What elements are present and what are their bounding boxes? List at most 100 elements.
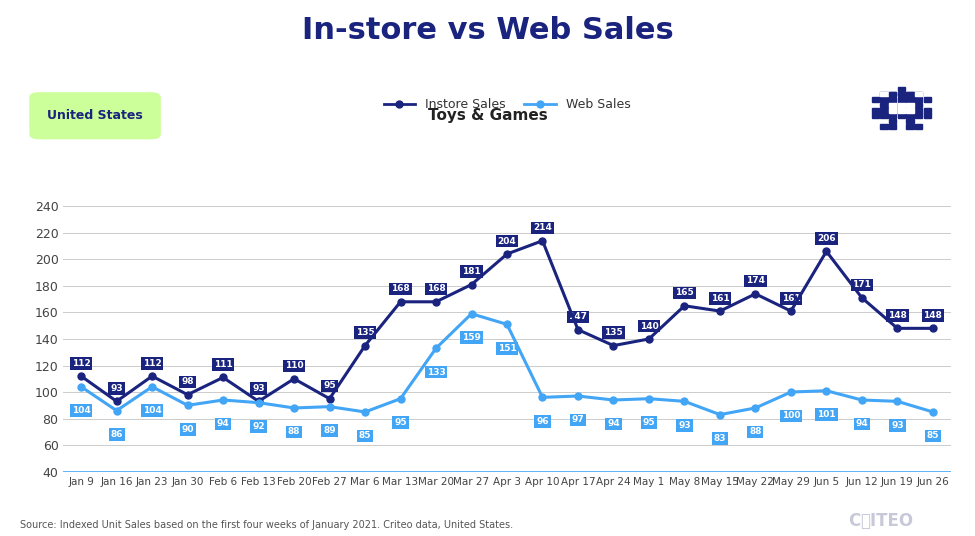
Bar: [915, 114, 922, 118]
Bar: [889, 103, 896, 107]
Bar: [906, 108, 914, 113]
Bar: [923, 108, 931, 113]
Text: 161: 161: [711, 294, 729, 303]
Text: 95: 95: [394, 418, 407, 427]
Web Sales: [111, 407, 123, 414]
Instore Sales: [714, 308, 725, 314]
Text: 133: 133: [427, 368, 446, 377]
Bar: [906, 92, 914, 96]
Text: ⓇITEO: ⓇITEO: [860, 511, 913, 530]
Text: 93: 93: [891, 421, 904, 430]
Text: 94: 94: [607, 420, 620, 428]
Bar: [880, 92, 887, 96]
Instore Sales: [466, 281, 478, 288]
Web Sales: [217, 397, 229, 403]
Bar: [923, 114, 931, 118]
Web Sales: [750, 405, 761, 411]
Bar: [898, 87, 905, 91]
Text: 151: 151: [497, 344, 517, 353]
Instore Sales: [75, 373, 87, 379]
Bar: [889, 119, 896, 123]
Web Sales: [679, 398, 690, 405]
Bar: [889, 98, 896, 102]
Text: 112: 112: [142, 359, 162, 368]
Bar: [898, 92, 905, 96]
Instore Sales: [359, 343, 370, 349]
Text: 171: 171: [852, 280, 872, 289]
Text: 148: 148: [923, 311, 942, 320]
Bar: [880, 98, 887, 102]
Text: 174: 174: [746, 277, 765, 286]
Text: 86: 86: [110, 430, 123, 439]
Web Sales: [891, 398, 903, 405]
Bar: [880, 92, 887, 96]
Text: 97: 97: [571, 415, 584, 425]
Line: Web Sales: Web Sales: [78, 310, 936, 418]
Bar: [915, 98, 922, 102]
Instore Sales: [821, 248, 833, 255]
Line: Instore Sales: Instore Sales: [78, 237, 936, 405]
Text: 83: 83: [714, 434, 726, 443]
Bar: [872, 108, 878, 113]
Bar: [923, 98, 931, 102]
Text: 96: 96: [536, 417, 549, 426]
Text: 85: 85: [926, 431, 939, 441]
Bar: [898, 103, 905, 107]
Text: 88: 88: [749, 427, 761, 436]
Bar: [880, 124, 887, 129]
Text: 135: 135: [356, 328, 374, 337]
Text: 214: 214: [533, 224, 552, 233]
Bar: [898, 98, 905, 102]
Bar: [889, 108, 896, 113]
Bar: [889, 124, 896, 129]
Instore Sales: [785, 308, 797, 314]
Text: 168: 168: [391, 285, 410, 294]
Web Sales: [714, 412, 725, 418]
Text: 92: 92: [253, 422, 265, 431]
Web Sales: [572, 393, 584, 399]
Bar: [906, 92, 914, 96]
Bar: [915, 92, 922, 96]
Bar: [906, 119, 914, 123]
Web Sales: [927, 409, 939, 415]
Text: 147: 147: [568, 312, 588, 322]
Instore Sales: [927, 325, 939, 332]
Instore Sales: [501, 251, 513, 257]
Instore Sales: [750, 291, 761, 297]
Instore Sales: [324, 396, 335, 402]
Text: 161: 161: [782, 294, 800, 303]
Text: 94: 94: [216, 420, 229, 428]
Web Sales: [501, 321, 513, 327]
Instore Sales: [395, 299, 407, 305]
Text: 94: 94: [855, 420, 869, 428]
Web Sales: [856, 397, 868, 403]
Web Sales: [324, 404, 335, 410]
Instore Sales: [536, 237, 548, 244]
Text: 135: 135: [604, 328, 623, 337]
Text: 165: 165: [675, 288, 694, 297]
Text: 100: 100: [782, 412, 800, 420]
Instore Sales: [572, 326, 584, 333]
Web Sales: [359, 409, 370, 415]
Text: 140: 140: [640, 322, 658, 331]
Bar: [889, 108, 896, 113]
Instore Sales: [856, 295, 868, 301]
Text: 88: 88: [288, 427, 300, 436]
Text: 104: 104: [72, 406, 91, 415]
Text: Toys & Games: Toys & Games: [428, 108, 547, 123]
Text: 168: 168: [427, 285, 446, 294]
Bar: [915, 108, 922, 113]
Bar: [880, 103, 887, 107]
Web Sales: [289, 405, 300, 411]
Bar: [906, 114, 914, 118]
Bar: [906, 98, 914, 102]
Web Sales: [395, 396, 407, 402]
Text: 90: 90: [181, 425, 194, 434]
Instore Sales: [891, 325, 903, 332]
Bar: [915, 103, 922, 107]
Text: 110: 110: [285, 361, 303, 370]
Web Sales: [181, 402, 193, 408]
Bar: [915, 92, 922, 96]
Text: 111: 111: [214, 360, 232, 369]
Text: 181: 181: [462, 267, 481, 276]
